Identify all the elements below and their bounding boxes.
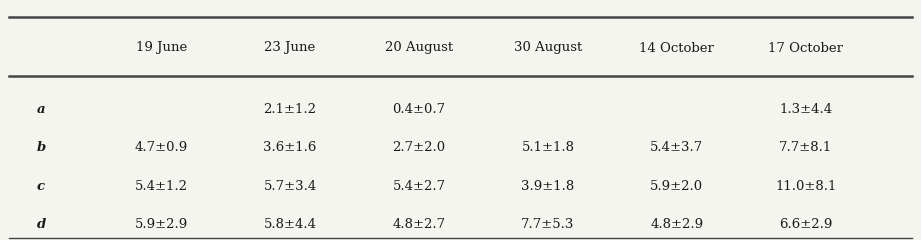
Text: a: a xyxy=(37,103,45,116)
Text: 4.8±2.7: 4.8±2.7 xyxy=(392,218,446,231)
Text: 5.4±2.7: 5.4±2.7 xyxy=(392,180,446,192)
Text: 17 October: 17 October xyxy=(768,42,844,54)
Text: 5.9±2.9: 5.9±2.9 xyxy=(134,218,188,231)
Text: 6.6±2.9: 6.6±2.9 xyxy=(779,218,833,231)
Text: 5.7±3.4: 5.7±3.4 xyxy=(263,180,317,192)
Text: d: d xyxy=(37,218,46,231)
Text: 2.1±1.2: 2.1±1.2 xyxy=(263,103,317,116)
Text: 2.7±2.0: 2.7±2.0 xyxy=(392,141,446,154)
Text: b: b xyxy=(37,141,46,154)
Text: 5.9±2.0: 5.9±2.0 xyxy=(650,180,704,192)
Text: 0.4±0.7: 0.4±0.7 xyxy=(392,103,446,116)
Text: 5.4±3.7: 5.4±3.7 xyxy=(650,141,704,154)
Text: 30 August: 30 August xyxy=(514,42,582,54)
Text: 3.6±1.6: 3.6±1.6 xyxy=(263,141,317,154)
Text: 5.4±1.2: 5.4±1.2 xyxy=(134,180,188,192)
Text: 5.8±4.4: 5.8±4.4 xyxy=(263,218,317,231)
Text: 19 June: 19 June xyxy=(135,42,187,54)
Text: 4.7±0.9: 4.7±0.9 xyxy=(134,141,188,154)
Text: 14 October: 14 October xyxy=(639,42,715,54)
Text: 3.9±1.8: 3.9±1.8 xyxy=(521,180,575,192)
Text: 11.0±8.1: 11.0±8.1 xyxy=(775,180,836,192)
Text: 5.1±1.8: 5.1±1.8 xyxy=(521,141,575,154)
Text: c: c xyxy=(37,180,45,192)
Text: 7.7±5.3: 7.7±5.3 xyxy=(521,218,575,231)
Text: 20 August: 20 August xyxy=(385,42,453,54)
Text: 4.8±2.9: 4.8±2.9 xyxy=(650,218,704,231)
Text: 23 June: 23 June xyxy=(264,42,316,54)
Text: 7.7±8.1: 7.7±8.1 xyxy=(779,141,833,154)
Text: 1.3±4.4: 1.3±4.4 xyxy=(779,103,833,116)
